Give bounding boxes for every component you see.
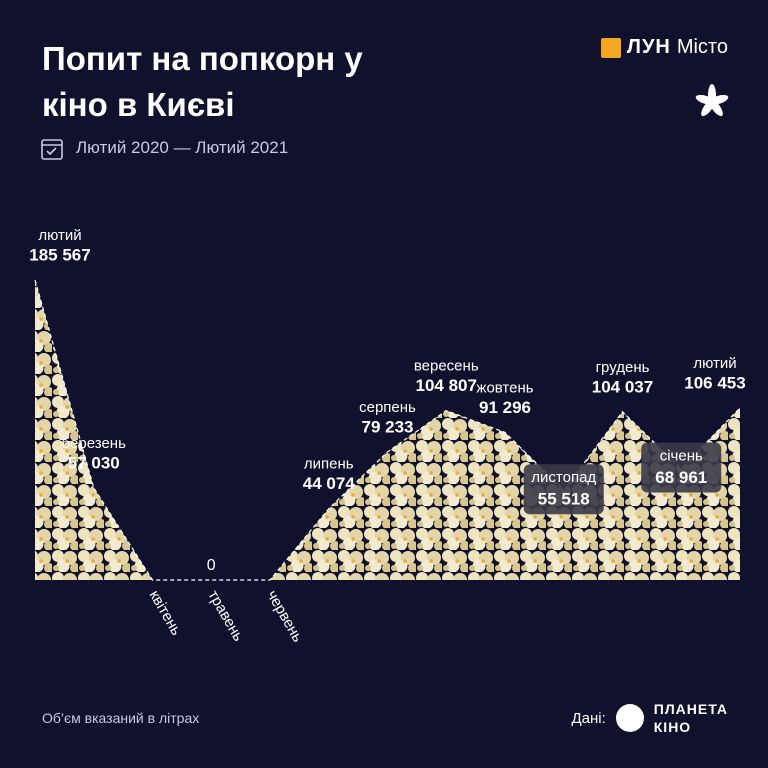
chestnut-icon: [695, 84, 729, 117]
value-label: 185 567: [29, 245, 90, 264]
area-outline: [34, 279, 741, 581]
value-label: 0: [207, 557, 216, 574]
month-label: вересень: [414, 358, 479, 375]
value-label: 57 030: [68, 453, 120, 472]
source-label: Дані:: [571, 709, 606, 727]
subtitle: Лютий 2020 — Лютий 2021: [76, 138, 289, 157]
month-label: червень: [263, 587, 306, 645]
brand-suffix: Місто: [676, 36, 728, 58]
calendar-icon: [41, 139, 63, 160]
month-label: травень: [204, 587, 247, 644]
value-label: 104 807: [416, 376, 477, 395]
value-label: 79 233: [362, 417, 414, 436]
brand-name: ЛУН: [626, 36, 671, 58]
month-label: лютий: [693, 355, 736, 372]
source: Дані: ПЛАНЕТА КІНО: [571, 700, 728, 736]
month-label: лютий: [38, 227, 81, 244]
month-label: жовтень: [476, 379, 533, 396]
month-label: липень: [304, 456, 354, 473]
value-label: 104 037: [592, 377, 653, 396]
value-label: 106 453: [684, 373, 745, 392]
value-label: 91 296: [479, 398, 531, 417]
brand: ЛУН Місто: [600, 36, 728, 59]
source-name: ПЛАНЕТА: [653, 701, 728, 717]
source-name: КІНО: [653, 719, 692, 735]
month-label: листопад: [531, 469, 596, 486]
month-label: серпень: [359, 399, 416, 416]
label-box: [641, 442, 722, 493]
value-label: 55 518: [538, 490, 590, 509]
footnote: Об’єм вказаний в літрах: [42, 710, 200, 726]
value-label: 68 961: [655, 468, 707, 487]
month-label: березень: [62, 435, 126, 452]
title: Попит на попкорн у кіно в Києві: [42, 40, 363, 123]
value-label: 44 074: [303, 474, 356, 493]
month-label: квітень: [146, 587, 185, 638]
month-label: січень: [660, 447, 703, 464]
month-label: грудень: [596, 359, 650, 376]
label-box: [523, 464, 604, 515]
